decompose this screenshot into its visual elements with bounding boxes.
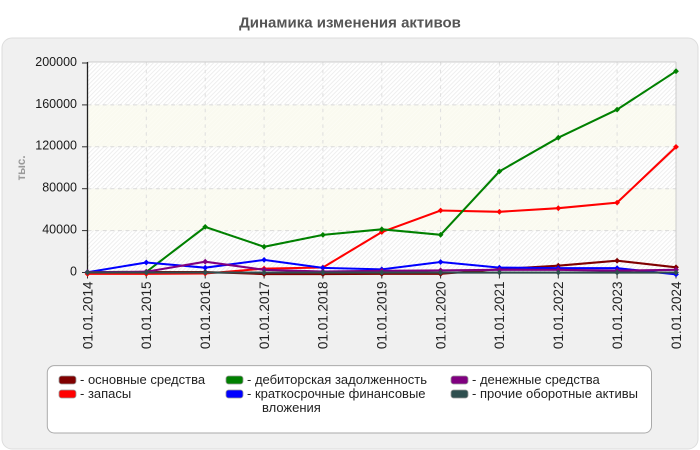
svg-text:40000: 40000 — [42, 223, 77, 237]
svg-text:01.01.2021: 01.01.2021 — [492, 282, 507, 350]
svg-text:- запасы: - запасы — [80, 386, 131, 401]
svg-text:тыс.: тыс. — [16, 155, 28, 180]
svg-text:01.01.2023: 01.01.2023 — [610, 282, 625, 350]
svg-text:01.01.2017: 01.01.2017 — [257, 282, 272, 350]
svg-text:80000: 80000 — [42, 181, 77, 195]
svg-text:вложения: вложения — [262, 400, 321, 415]
svg-text:01.01.2024: 01.01.2024 — [669, 281, 684, 349]
svg-text:- прочие оборотные активы: - прочие оборотные активы — [472, 386, 638, 401]
svg-text:01.01.2020: 01.01.2020 — [433, 282, 448, 350]
svg-text:200000: 200000 — [35, 55, 77, 69]
svg-text:120000: 120000 — [35, 139, 77, 153]
svg-text:- дебиторская задолженность: - дебиторская задолженность — [247, 372, 427, 387]
svg-text:01.01.2014: 01.01.2014 — [80, 281, 95, 349]
svg-text:160000: 160000 — [35, 97, 77, 111]
svg-text:01.01.2015: 01.01.2015 — [139, 282, 154, 350]
svg-text:- денежные средства: - денежные средства — [472, 372, 601, 387]
svg-text:01.01.2018: 01.01.2018 — [316, 282, 331, 350]
svg-text:- основные средства: - основные средства — [80, 372, 206, 387]
svg-text:01.01.2019: 01.01.2019 — [375, 282, 390, 350]
svg-text:0: 0 — [70, 264, 77, 278]
svg-text:- краткосрочные финансовые: - краткосрочные финансовые — [247, 386, 426, 401]
svg-text:01.01.2016: 01.01.2016 — [198, 282, 213, 350]
svg-text:01.01.2022: 01.01.2022 — [551, 282, 566, 350]
svg-text:Динамика изменения активов: Динамика изменения активов — [239, 15, 461, 32]
